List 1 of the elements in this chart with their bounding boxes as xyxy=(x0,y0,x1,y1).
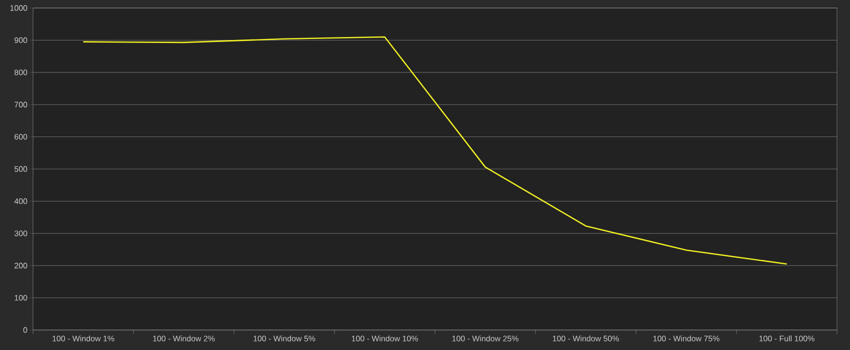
line-series xyxy=(82,36,788,265)
